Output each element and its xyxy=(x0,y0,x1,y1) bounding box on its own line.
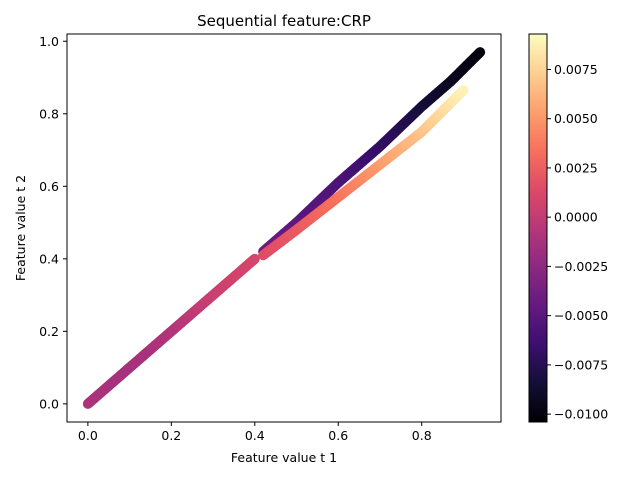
y-tick-label: 0.8 xyxy=(39,106,59,121)
colorbar-tick-label: −0.0100 xyxy=(554,407,608,422)
scatter-points xyxy=(82,47,486,409)
colorbar-tick-label: −0.0025 xyxy=(554,259,608,274)
y-tick-label: 0.0 xyxy=(39,396,59,411)
scatter-point xyxy=(249,253,260,264)
y-tick-label: 0.4 xyxy=(39,251,59,266)
scatter-point xyxy=(458,85,469,96)
x-axis-ticks: 0.0 0.2 0.4 0.6 0.8 xyxy=(78,422,432,443)
colorbar xyxy=(528,33,548,423)
chart-title: Sequential feature:CRP xyxy=(197,12,371,30)
x-tick-label: 0.4 xyxy=(245,428,265,443)
colorbar-tick-label: 0.0075 xyxy=(554,62,598,77)
colorbar-tick-label: −0.0050 xyxy=(554,308,608,323)
y-tick-label: 0.6 xyxy=(39,179,59,194)
plot-frame xyxy=(66,33,502,423)
colorbar-tick-label: −0.0075 xyxy=(554,357,608,372)
x-tick-label: 0.2 xyxy=(161,428,181,443)
x-tick-label: 0.6 xyxy=(328,428,348,443)
x-tick-label: 0.8 xyxy=(412,428,432,443)
x-tick-label: 0.0 xyxy=(78,428,98,443)
y-axis-ticks: 0.0 0.2 0.4 0.6 0.8 1.0 xyxy=(39,34,67,411)
x-axis-label: Feature value t 1 xyxy=(231,450,337,465)
y-tick-label: 1.0 xyxy=(39,34,59,49)
colorbar-ticks: −0.0100 −0.0075 −0.0050 −0.0025 0.0000 0.0025… xyxy=(547,62,608,422)
colorbar-tick-label: 0.0000 xyxy=(554,210,598,225)
y-axis-label: Feature value t 2 xyxy=(13,175,28,281)
scatter-point xyxy=(475,47,486,58)
colorbar-tick-label: 0.0025 xyxy=(554,160,598,175)
colorbar-tick-label: 0.0050 xyxy=(554,111,598,126)
y-tick-label: 0.2 xyxy=(39,324,59,339)
